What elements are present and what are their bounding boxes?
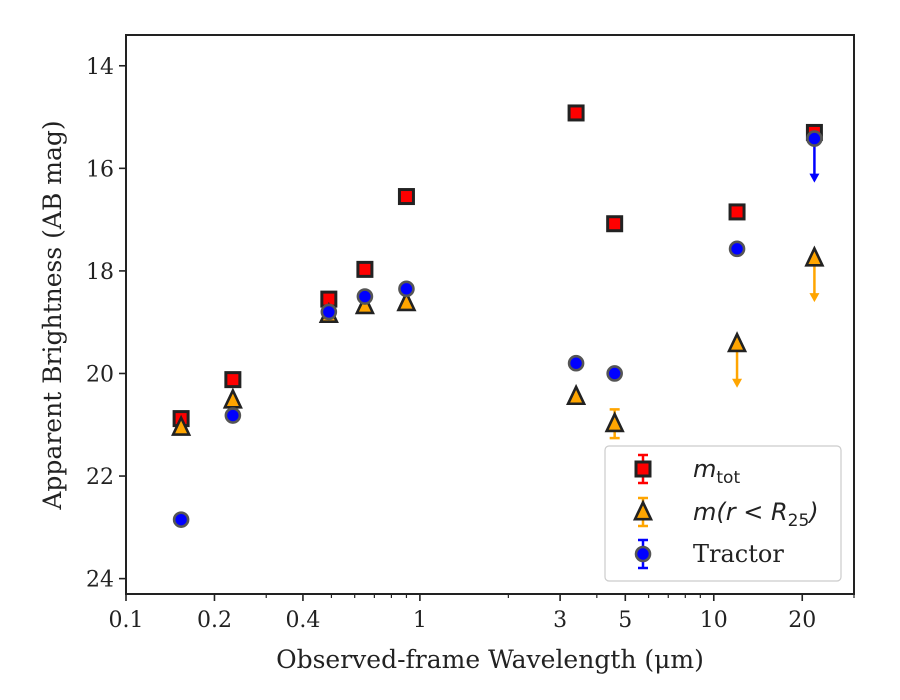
point-square bbox=[397, 188, 415, 206]
y-tick-label: 14 bbox=[86, 55, 114, 80]
point-triangle bbox=[566, 383, 587, 406]
x-tick-label: 3 bbox=[553, 608, 567, 633]
point-circle bbox=[567, 354, 585, 372]
point-square bbox=[728, 203, 746, 221]
legend-marker-square bbox=[634, 460, 652, 478]
y-axis-label: Apparent Brightness (AB mag) bbox=[38, 120, 67, 510]
y-tick-label: 18 bbox=[86, 260, 114, 285]
plot-area bbox=[171, 104, 825, 528]
axes: 0.1 0.2 0.4 1 3 5 10 20 14 16 18 20 22 24 bbox=[86, 55, 855, 633]
point-square bbox=[224, 371, 242, 389]
plot-frame bbox=[125, 34, 855, 595]
y-tick-label: 16 bbox=[86, 157, 114, 182]
y-tick-label: 24 bbox=[86, 568, 114, 593]
point-triangle-upper-limit-arrow-head bbox=[732, 378, 743, 388]
point-triangle bbox=[604, 411, 625, 433]
x-tick-label: 5 bbox=[618, 608, 632, 633]
legend-label: m(r < R25) bbox=[693, 498, 819, 531]
point-circle bbox=[224, 407, 242, 424]
point-circle bbox=[172, 511, 190, 528]
point-triangle bbox=[804, 245, 825, 267]
point-triangle bbox=[171, 414, 192, 436]
point-circle bbox=[320, 303, 338, 321]
x-tick-label: 1 bbox=[413, 608, 427, 633]
point-circle bbox=[606, 365, 623, 382]
point-circle bbox=[806, 130, 823, 147]
x-tick-label: 0.2 bbox=[197, 608, 232, 633]
legend-marker-triangle bbox=[632, 499, 654, 521]
point-square bbox=[356, 260, 374, 278]
legend-marker-circle bbox=[634, 545, 652, 563]
point-circle-upper-limit-arrow-head bbox=[809, 173, 820, 183]
x-tick-label: 0.1 bbox=[109, 608, 144, 633]
legend-label: mtot bbox=[693, 455, 740, 488]
point-circle bbox=[356, 288, 374, 305]
x-tick-label: 0.4 bbox=[285, 608, 320, 633]
y-tick-label: 20 bbox=[86, 362, 114, 387]
point-triangle-upper-limit-arrow-head bbox=[809, 293, 820, 303]
legend-box bbox=[604, 445, 842, 582]
legend: mtot m(r < R25) Tractor bbox=[604, 445, 842, 582]
point-square bbox=[567, 104, 585, 122]
x-tick-label: 20 bbox=[788, 608, 816, 633]
legend-label: Tractor bbox=[693, 540, 784, 568]
point-triangle bbox=[396, 290, 417, 312]
x-tick-label: 10 bbox=[700, 608, 728, 633]
point-circle bbox=[728, 240, 746, 258]
point-circle bbox=[398, 280, 415, 298]
point-triangle bbox=[222, 387, 243, 409]
point-triangle bbox=[726, 331, 748, 353]
point-square bbox=[606, 215, 624, 233]
x-axis-label: Observed-frame Wavelength (μm) bbox=[276, 645, 704, 674]
y-tick-label: 22 bbox=[86, 465, 114, 490]
